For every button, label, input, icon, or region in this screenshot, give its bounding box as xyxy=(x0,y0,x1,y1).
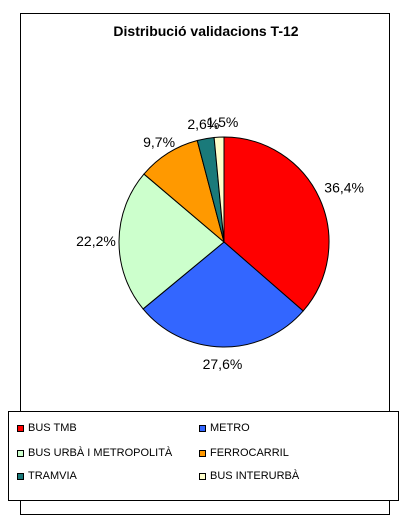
pie-slices xyxy=(118,136,330,348)
legend-swatch xyxy=(199,449,206,457)
data-label: 9,7% xyxy=(143,134,175,150)
legend-item: BUS TMB xyxy=(17,422,77,434)
legend-item: BUS URBÀ I METROPOLITÀ xyxy=(17,447,172,459)
pie-slice-bus-urb-i-metropolit- xyxy=(118,173,225,310)
data-label: 2,6% xyxy=(187,116,219,132)
chart-title: Distribució validacions T-12 xyxy=(113,23,299,39)
pie-slice-bus-tmb xyxy=(223,136,330,312)
pie-slice-bus-interurb- xyxy=(213,136,225,243)
legend-swatch xyxy=(17,424,24,432)
legend-label: TRAMVIA xyxy=(28,470,77,482)
data-label: 27,6% xyxy=(203,356,243,372)
legend-label: BUS TMB xyxy=(28,422,77,434)
legend-label: BUS URBÀ I METROPOLITÀ xyxy=(28,447,173,459)
legend-item: BUS INTERURBÀ xyxy=(199,470,299,482)
legend-item: METRO xyxy=(199,422,250,434)
legend: BUS TMB METRO BUS URBÀ I METROPOLITÀ FERROC… xyxy=(8,411,399,501)
legend-label: FERROCARRIL xyxy=(210,447,289,459)
data-label: 22,2% xyxy=(76,233,116,249)
data-label: 36,4% xyxy=(324,179,364,195)
legend-item: FERROCARRIL xyxy=(199,447,289,459)
legend-swatch xyxy=(17,449,24,457)
pie-slice-metro xyxy=(142,241,304,348)
legend-swatch xyxy=(17,472,24,480)
pie-labels: 36,4% 27,6% 22,2% 9,7% 2,6%1,5% xyxy=(76,114,364,372)
legend-swatch xyxy=(199,424,206,432)
legend-label: METRO xyxy=(210,422,250,434)
legend-label: BUS INTERURBÀ xyxy=(210,470,300,482)
legend-swatch xyxy=(199,472,206,480)
data-label: 1,5% xyxy=(206,114,238,130)
legend-item: TRAMVIA xyxy=(17,470,77,482)
